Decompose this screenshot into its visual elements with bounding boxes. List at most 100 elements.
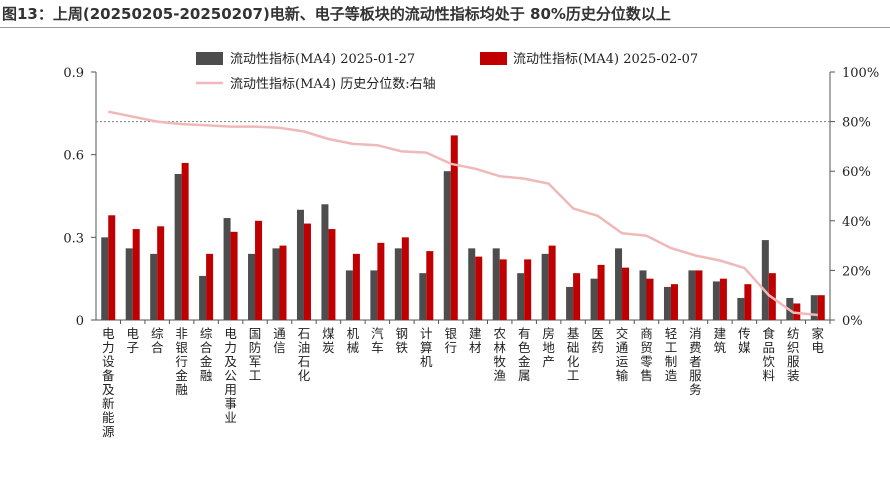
- bar-series-2: [499, 259, 507, 320]
- right-axis-tick-label: 80%: [842, 116, 871, 131]
- right-axis-tick-label: 100%: [842, 66, 879, 81]
- bar-series-1: [419, 273, 427, 320]
- bar-series-1: [737, 297, 745, 320]
- x-axis-category-label: 消费者服务: [689, 326, 702, 397]
- bar-series-2: [670, 284, 678, 320]
- bar-series-2: [181, 162, 189, 320]
- bar-series-1: [468, 248, 476, 320]
- right-axis-tick-label: 20%: [842, 264, 871, 279]
- x-axis-category-label: 家电: [812, 326, 825, 355]
- x-axis-category-label: 机械: [347, 326, 360, 355]
- bar-series-2: [279, 245, 287, 320]
- right-axis-tick-label: 0%: [842, 314, 863, 329]
- x-axis-category-label: 国防军工: [249, 326, 262, 383]
- legend-label-series-2: 流动性指标(MA4) 2025-02-07: [513, 52, 698, 67]
- bar-series-2: [450, 135, 458, 320]
- legend-swatch-series-1: [196, 52, 223, 65]
- x-axis-category-label: 交通运输: [616, 326, 629, 383]
- bar-series-1: [174, 173, 182, 320]
- x-axis-category-label: 煤炭: [322, 326, 335, 355]
- bar-series-1: [615, 248, 623, 320]
- bar-series-2: [206, 253, 214, 320]
- bar-series-2: [108, 215, 116, 320]
- bar-series-1: [712, 281, 720, 320]
- bar-series-2: [622, 267, 630, 320]
- title-rule: [0, 27, 890, 28]
- bar-series-1: [125, 248, 133, 320]
- x-axis-category-label: 农林牧渔: [493, 326, 506, 383]
- bar-series-1: [663, 286, 671, 320]
- bar-series-2: [132, 229, 140, 320]
- bar-series-2: [597, 264, 605, 320]
- bar-series-1: [370, 270, 378, 320]
- bar-series-1: [248, 253, 256, 320]
- left-axis-tick-label: 0.3: [63, 231, 84, 246]
- x-axis-category-label: 商贸零售: [640, 326, 653, 383]
- bar-series-2: [548, 245, 556, 320]
- x-axis-category-label: 有色金属: [518, 326, 531, 383]
- bar-series-2: [573, 273, 581, 320]
- figure-title: 图13：上周(20250205-20250207)电新、电子等板块的流动性指标均…: [2, 5, 671, 23]
- x-axis-category-label: 房地产: [542, 326, 555, 369]
- bar-series-1: [101, 237, 109, 320]
- x-axis-category-label: 电子: [126, 326, 139, 355]
- right-axis-tick-label: 40%: [842, 215, 871, 230]
- x-axis-category-label: 纺织服装: [787, 326, 800, 383]
- left-axis-tick-label: 0.9: [63, 66, 84, 81]
- bar-series-1: [590, 278, 598, 320]
- bar-series-2: [719, 278, 727, 320]
- bar-series-1: [566, 286, 574, 320]
- left-axis-tick-label: 0.6: [63, 149, 84, 164]
- bar-series-1: [443, 171, 451, 320]
- x-axis-category-label: 汽车: [371, 326, 384, 355]
- right-axis-tick-label: 60%: [842, 165, 871, 180]
- bar-series-2: [524, 259, 532, 320]
- x-axis-category-label: 电力设备及新能源: [102, 326, 115, 439]
- bar-series-1: [272, 248, 280, 320]
- x-axis-category-label: 计算机: [420, 326, 433, 369]
- bar-series-2: [475, 256, 483, 320]
- bar-series-2: [255, 220, 263, 320]
- bar-series-2: [230, 231, 238, 320]
- bar-series-2: [401, 237, 409, 320]
- bar-series-2: [817, 295, 825, 320]
- x-axis-category-label: 轻工制造: [665, 326, 678, 383]
- bar-series-2: [352, 253, 360, 320]
- legend-swatch-series-2: [480, 52, 507, 65]
- plot-area: 00.30.60.90%20%40%60%80%100%电力设备及新能源电子综合…: [63, 66, 879, 439]
- legend: 流动性指标(MA4) 2025-01-27 流动性指标(MA4) 2025-02…: [196, 52, 698, 92]
- bar-series-1: [394, 248, 402, 320]
- bar-series-1: [541, 253, 549, 320]
- bar-series-1: [199, 275, 207, 320]
- x-axis-category-label: 电力及公用事业: [224, 326, 237, 425]
- bar-series-1: [517, 273, 525, 320]
- bar-series-2: [328, 229, 336, 320]
- left-axis-tick-label: 0: [76, 314, 84, 329]
- bar-series-1: [810, 295, 818, 320]
- x-axis-category-label: 建筑: [714, 326, 727, 355]
- legend-label-series-3: 流动性指标(MA4) 历史分位数:右轴: [230, 77, 436, 92]
- bar-series-2: [377, 242, 385, 320]
- x-axis-category-label: 综合金融: [200, 326, 213, 383]
- x-axis-category-label: 综合: [151, 326, 164, 355]
- bar-series-1: [688, 270, 696, 320]
- bar-series-1: [761, 240, 769, 320]
- x-axis-category-label: 食品饮料: [763, 326, 776, 383]
- bar-series-1: [321, 204, 329, 320]
- x-axis-category-label: 非银行金融: [175, 326, 188, 397]
- bar-series-2: [744, 284, 752, 320]
- bar-series-2: [157, 226, 165, 320]
- x-axis-category-label: 石油石化: [298, 326, 311, 383]
- bar-series-1: [492, 248, 500, 320]
- bar-series-2: [695, 270, 703, 320]
- bar-series-2: [646, 278, 654, 320]
- x-axis-category-label: 建材: [469, 326, 482, 355]
- x-axis-category-label: 医药: [591, 326, 604, 355]
- line-series-3: [107, 110, 818, 317]
- bar-series-2: [303, 223, 311, 320]
- x-axis-category-label: 传媒: [738, 326, 751, 355]
- x-axis-category-label: 钢铁: [396, 326, 409, 355]
- legend-label-series-1: 流动性指标(MA4) 2025-01-27: [230, 52, 415, 67]
- bar-series-1: [150, 253, 158, 320]
